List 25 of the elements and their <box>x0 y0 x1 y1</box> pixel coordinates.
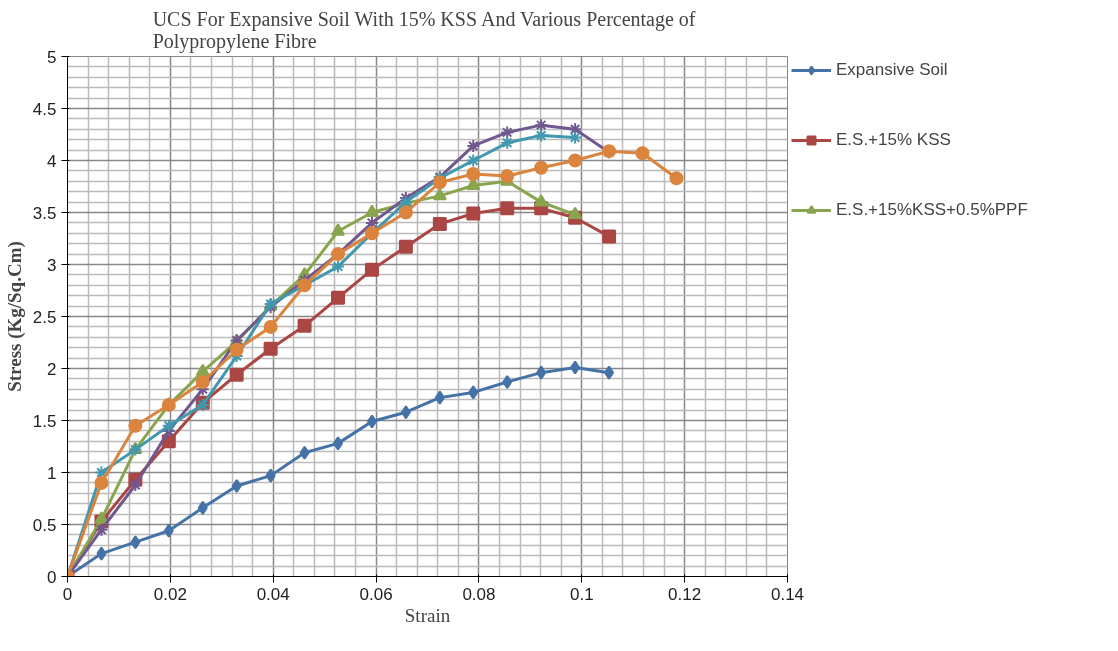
y-axis-title: Stress (Kg/Sq.Cm) <box>3 241 26 392</box>
x-tick-label: 0 <box>62 584 73 604</box>
x-tick-label: 0.1 <box>569 584 594 604</box>
x-tick-label: 0.02 <box>153 584 187 604</box>
y-tick-label: 2 <box>47 359 57 379</box>
legend-label: E.S.+15% KSS <box>836 130 952 150</box>
x-axis-title: Strain <box>404 604 451 626</box>
y-tick-label: 4 <box>47 151 57 171</box>
x-tick-label: 0.08 <box>462 584 496 604</box>
x-tick-label: 0.12 <box>668 584 702 604</box>
legend-label: E.S.+15%KSS+0.5%PPF <box>836 200 1029 220</box>
x-tick-label: 0.04 <box>256 584 290 604</box>
y-tick-label: 1 <box>47 463 57 483</box>
y-tick-label: 0 <box>47 567 57 587</box>
y-tick-label: 5 <box>47 47 57 67</box>
chart-title: UCS For Expansive Soil With 15% KSS And Various Percentage of Polypropylene Fibre <box>152 7 696 53</box>
x-tick-label: 0.06 <box>359 584 393 604</box>
y-tick-label: 3.5 <box>32 203 57 223</box>
y-tick-label: 4.5 <box>32 99 57 119</box>
y-tick-label: 3 <box>47 255 57 275</box>
y-tick-label: 1.5 <box>32 411 57 431</box>
x-tick-label: 0.14 <box>770 584 805 604</box>
y-tick-label: 2.5 <box>32 307 57 327</box>
y-tick-label: 0.5 <box>32 515 57 535</box>
legend-label: Expansive Soil <box>836 60 949 80</box>
